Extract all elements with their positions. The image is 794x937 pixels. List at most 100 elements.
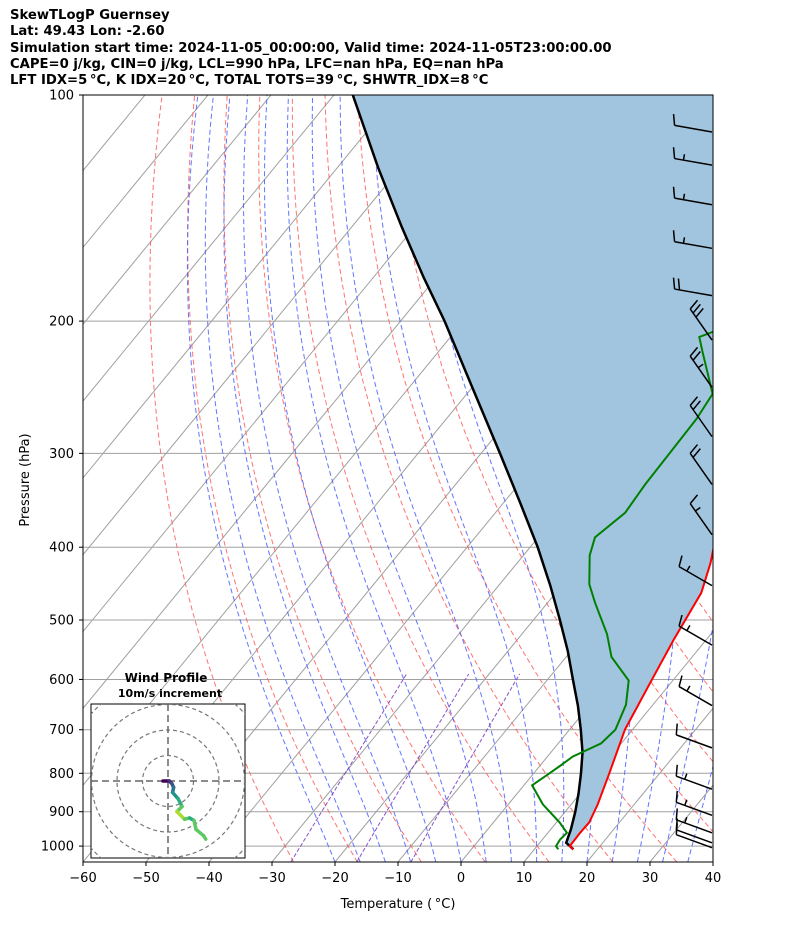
isotherm-line <box>83 95 461 556</box>
indices-label-1: CAPE=0 j/kg, CIN=0 j/kg, LCL=990 hPa, LF… <box>10 56 504 72</box>
isotherm-line <box>83 95 209 249</box>
isotherm-line <box>83 95 398 479</box>
barb-half-flag <box>686 685 691 692</box>
location-label: Lat: 49.43 Lon: -2.60 <box>10 24 165 40</box>
x-axis-ticks: −60 −50 −40 −30 −20 −10 0 10 20 30 40 <box>69 862 721 886</box>
barb-staff <box>689 308 713 341</box>
x-axis-label: Temperature ( °C) <box>340 897 456 912</box>
barb-staff <box>676 819 713 834</box>
barb-flag <box>689 396 699 406</box>
dry-adiabat-line <box>223 95 422 862</box>
y-axis-ticks: 100 200 300 400 500 600 700 800 900 1000 <box>41 89 83 855</box>
moist-adiabat-line <box>186 95 336 862</box>
hodograph-inset: Wind Profile 10m/s increment <box>90 671 246 859</box>
x-tick-label: 30 <box>642 871 659 886</box>
hodograph-subtitle: 10m/s increment <box>118 687 222 700</box>
y-tick-label: 500 <box>49 613 74 628</box>
barb-flag <box>678 555 683 567</box>
wind-barb <box>675 764 713 790</box>
barb-flag <box>692 400 701 411</box>
wind-barb <box>675 790 713 817</box>
moist-adiabat-line <box>339 95 512 862</box>
wind-barbs <box>672 113 713 849</box>
barb-staff <box>678 685 713 707</box>
barb-staff <box>674 157 713 166</box>
y-tick-label: 700 <box>49 723 74 738</box>
dry-adiabat-line <box>749 95 794 862</box>
barb-flag <box>695 307 704 318</box>
barb-staff <box>674 240 713 250</box>
barb-flag <box>672 230 676 242</box>
dewpoint-line <box>530 330 713 850</box>
mixing-ratio-line <box>410 673 521 862</box>
dry-adiabat-line <box>324 95 614 862</box>
indices-label-2: LFT IDX=5 °C, K IDX=20 °C, TOTAL TOTS=39… <box>10 73 489 89</box>
x-tick-label: −20 <box>321 871 348 886</box>
x-tick-label: −10 <box>384 871 411 886</box>
moist-adiabat-line <box>662 95 713 862</box>
x-tick-label: −40 <box>195 871 222 886</box>
y-tick-label: 1000 <box>41 840 74 855</box>
y-tick-label: 100 <box>49 89 74 104</box>
y-tick-label: 300 <box>49 447 74 462</box>
y-tick-label: 200 <box>49 315 74 330</box>
moist-adiabat-line <box>263 95 437 862</box>
barb-staff <box>674 288 713 297</box>
barb-staff <box>676 734 713 749</box>
barb-flag <box>692 448 701 458</box>
barb-flag <box>692 303 701 314</box>
cape-area <box>352 95 713 850</box>
wind-barb <box>678 555 713 587</box>
moist-adiabat-line <box>371 95 538 862</box>
isotherm-line <box>83 95 272 325</box>
y-tick-label: 600 <box>49 673 74 688</box>
moist-adiabat-line <box>204 95 361 862</box>
x-tick-label: 10 <box>516 871 533 886</box>
hodograph-title: Wind Profile <box>125 671 208 685</box>
y-tick-label: 800 <box>49 767 74 782</box>
barb-flag <box>675 764 678 777</box>
hodograph-segment <box>175 809 187 821</box>
moist-adiabat-line <box>242 95 412 862</box>
barb-flag <box>689 346 699 357</box>
y-tick-label: 400 <box>49 541 74 556</box>
dry-adiabat-line <box>187 95 358 862</box>
barb-flag <box>672 186 676 199</box>
wind-barb <box>678 675 713 707</box>
barb-flag <box>675 790 678 803</box>
barb-flag <box>677 278 681 291</box>
barb-flag <box>689 494 699 505</box>
cape-shading <box>352 95 713 850</box>
chart-header: SkewTLogP Guernsey Lat: 49.43 Lon: -2.60… <box>10 8 612 89</box>
wind-barb <box>672 230 713 250</box>
barb-staff <box>678 565 713 587</box>
wind-barb <box>672 186 713 206</box>
barb-half-flag <box>682 237 686 244</box>
moist-adiabat-line <box>311 95 487 862</box>
barb-flag <box>678 675 683 687</box>
barb-half-flag <box>682 154 686 161</box>
barb-staff <box>676 775 713 790</box>
x-tick-label: 20 <box>579 871 596 886</box>
wind-barb <box>672 147 713 166</box>
barb-staff <box>689 503 713 536</box>
barb-staff <box>689 452 713 485</box>
isotherm-line <box>712 861 713 862</box>
time-label: Simulation start time: 2024-11-05_00:00:… <box>10 40 612 56</box>
barb-staff <box>689 355 713 388</box>
barb-flag <box>689 299 699 310</box>
dry-adiabat-line <box>149 95 294 862</box>
temperature-line <box>568 545 713 851</box>
wind-barb <box>689 444 713 485</box>
barb-staff <box>689 405 713 438</box>
y-tick-label: 900 <box>49 805 74 820</box>
barb-half-flag <box>694 506 701 512</box>
wind-barb <box>689 494 713 536</box>
y-axis-label: Pressure (hPa) <box>18 433 33 526</box>
barb-half-flag <box>684 816 688 824</box>
x-tick-label: 40 <box>705 871 722 886</box>
profile-lines <box>351 95 713 851</box>
x-tick-label: −50 <box>132 871 159 886</box>
barb-half-flag <box>684 773 688 780</box>
